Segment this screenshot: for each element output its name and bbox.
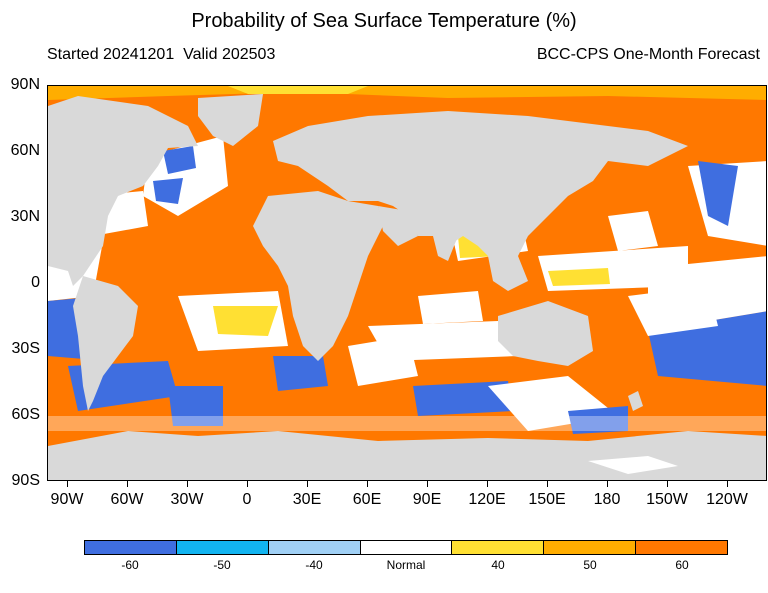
lat-label-30n: 30N	[10, 208, 40, 225]
lon-label-0: 0	[242, 491, 252, 508]
colorbar-segment-minus60	[85, 541, 177, 554]
lon-label-120e: 120E	[468, 491, 506, 508]
colorbar-label-60: 60	[675, 558, 689, 572]
antarctic-white-patch	[588, 456, 678, 474]
colorbar-label-minus60: -60	[121, 558, 139, 572]
sst-map	[47, 85, 767, 481]
colorbar-segment-minus40	[268, 541, 361, 554]
colorbar-segment-40	[452, 541, 545, 554]
lat-label-90s: 90S	[11, 472, 40, 489]
lon-label-120w: 120W	[706, 491, 748, 508]
colorbar-segment-60	[636, 541, 728, 554]
colorbar-segment-minus50	[176, 541, 269, 554]
colorbar-label-minus50: -50	[213, 558, 231, 572]
lon-label-30w: 30W	[170, 491, 204, 508]
arctic-yellow	[228, 86, 368, 94]
colorbar-segment-normal	[360, 541, 453, 554]
lon-label-180: 180	[593, 491, 621, 508]
map-title: Probability of Sea Surface Temperature (…	[191, 10, 577, 32]
colorbar-label-normal: Normal	[386, 558, 426, 572]
colorbar	[84, 540, 728, 555]
lon-label-90w: 90W	[50, 491, 84, 508]
colorbar-label-minus40: -40	[305, 558, 323, 572]
lon-label-150w: 150W	[646, 491, 688, 508]
lon-label-90e: 90E	[412, 491, 442, 508]
lat-label-30s: 30S	[11, 340, 40, 357]
valid-date: Valid 202503	[183, 46, 276, 63]
lat-label-eq: 0	[31, 274, 40, 291]
model-name: BCC-CPS One-Month Forecast	[536, 46, 760, 63]
lat-label-60s: 60S	[11, 406, 40, 423]
lon-label-60e: 60E	[352, 491, 382, 508]
lat-label-90n: 90N	[10, 76, 40, 93]
land-masses	[48, 94, 766, 480]
sst-map-graphic	[48, 86, 766, 480]
forecast-dates: Started 20241201 Valid 202503	[47, 46, 275, 64]
lat-label-60n: 60N	[10, 142, 40, 159]
lon-label-60w: 60W	[110, 491, 144, 508]
colorbar-label-50: 50	[583, 558, 597, 572]
arctic-band	[48, 86, 766, 100]
colorbar-segment-50	[544, 541, 637, 554]
lon-label-30e: 30E	[292, 491, 322, 508]
started-date: Started 20241201	[47, 46, 175, 63]
lon-label-150e: 150E	[528, 491, 566, 508]
colorbar-label-40: 40	[491, 558, 505, 572]
